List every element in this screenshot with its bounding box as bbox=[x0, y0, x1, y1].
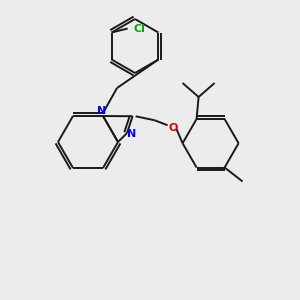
Text: N: N bbox=[128, 129, 136, 139]
Text: Cl: Cl bbox=[134, 23, 146, 34]
Text: O: O bbox=[169, 123, 178, 133]
Text: N: N bbox=[98, 106, 106, 116]
